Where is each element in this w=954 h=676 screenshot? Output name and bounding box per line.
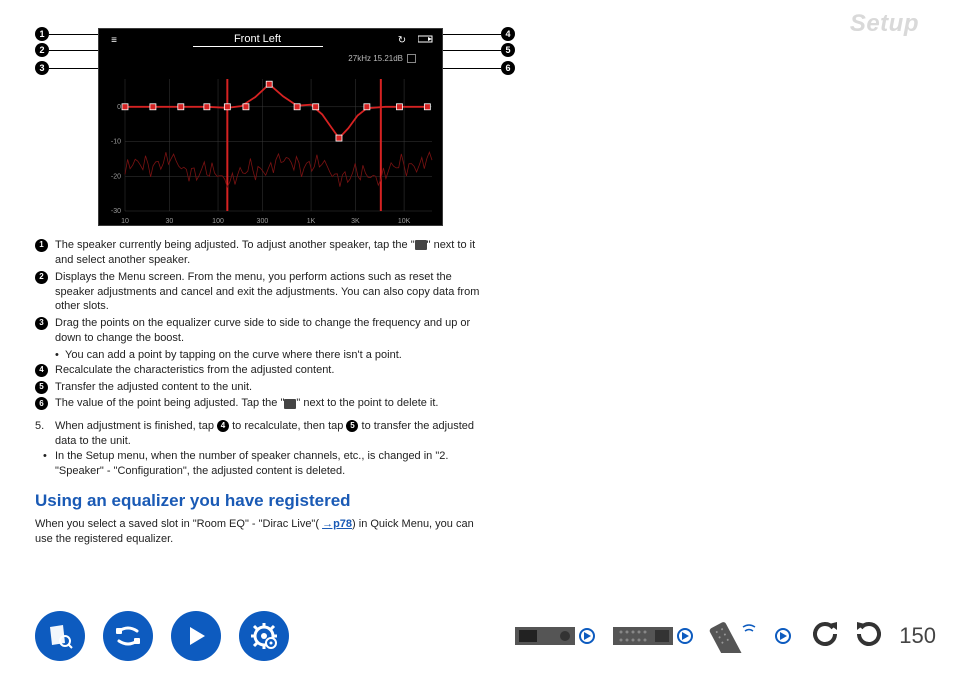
chart-with-callouts: 123 456 ≡ Front Left ↻ 27kHz 15.21dB 103… xyxy=(45,28,495,226)
callout-4: 4 xyxy=(501,27,515,41)
device-remote[interactable] xyxy=(709,619,793,653)
svg-text:1K: 1K xyxy=(307,218,316,225)
inline-badge-4: 4 xyxy=(217,420,229,432)
svg-text:-30: -30 xyxy=(111,208,121,215)
svg-text:30: 30 xyxy=(165,218,173,225)
note-3-sub: You can add a point by tapping on the cu… xyxy=(35,348,485,363)
device-front[interactable] xyxy=(513,619,597,653)
settings-icon[interactable] xyxy=(239,611,289,661)
delete-point-icon[interactable] xyxy=(407,54,416,63)
dropdown-icon xyxy=(415,240,427,250)
svg-text:10K: 10K xyxy=(398,218,411,225)
step-5: 5. When adjustment is finished, tap 4 to… xyxy=(35,419,485,449)
menu-icon[interactable]: ≡ xyxy=(107,35,121,46)
eq-plot[interactable]: 10 30 100 300 1K 3K 10K 0 -10 -20 -30 xyxy=(103,75,438,225)
callout-5: 5 xyxy=(501,43,515,57)
link-p78[interactable]: →p78 xyxy=(322,518,352,530)
speaker-label[interactable]: Front Left xyxy=(129,33,386,47)
svg-text:0: 0 xyxy=(117,104,121,111)
nav-back[interactable] xyxy=(813,622,841,650)
page-header: Setup xyxy=(850,10,919,38)
badge-3: 3 xyxy=(35,317,48,330)
badge-5: 5 xyxy=(35,381,48,394)
footer-nav: 150 xyxy=(0,606,954,666)
badge-6: 6 xyxy=(35,397,48,410)
delete-icon xyxy=(284,399,296,409)
svg-text:300: 300 xyxy=(257,218,269,225)
page-number: 150 xyxy=(899,623,936,649)
main-content: 123 456 ≡ Front Left ↻ 27kHz 15.21dB 103… xyxy=(35,28,485,546)
transfer-icon[interactable] xyxy=(418,34,434,47)
chart-notes: 1The speaker currently being adjusted. T… xyxy=(35,238,485,479)
connections-icon[interactable] xyxy=(103,611,153,661)
manual-icon[interactable] xyxy=(35,611,85,661)
setup-note: In the Setup menu, when the number of sp… xyxy=(35,449,485,479)
callout-1: 1 xyxy=(35,27,49,41)
badge-2: 2 xyxy=(35,271,48,284)
svg-text:-20: -20 xyxy=(111,173,121,180)
callout-6: 6 xyxy=(501,61,515,75)
svg-text:-10: -10 xyxy=(111,139,121,146)
callout-2: 2 xyxy=(35,43,49,57)
section-title: Using an equalizer you have registered xyxy=(35,491,485,511)
device-rear[interactable] xyxy=(611,619,695,653)
badge-1: 1 xyxy=(35,239,48,252)
callout-3: 3 xyxy=(35,61,49,75)
point-readout: 27kHz 15.21dB xyxy=(348,54,403,63)
section-body: When you select a saved slot in "Room EQ… xyxy=(35,517,485,547)
svg-text:10: 10 xyxy=(121,218,129,225)
badge-4: 4 xyxy=(35,364,48,377)
recalc-icon[interactable]: ↻ xyxy=(394,35,410,46)
play-icon[interactable] xyxy=(171,611,221,661)
eq-chart: ≡ Front Left ↻ 27kHz 15.21dB 10301003001… xyxy=(98,28,443,226)
inline-badge-5: 5 xyxy=(346,420,358,432)
svg-text:3K: 3K xyxy=(351,218,360,225)
svg-text:100: 100 xyxy=(212,218,224,225)
nav-forward[interactable] xyxy=(853,622,881,650)
